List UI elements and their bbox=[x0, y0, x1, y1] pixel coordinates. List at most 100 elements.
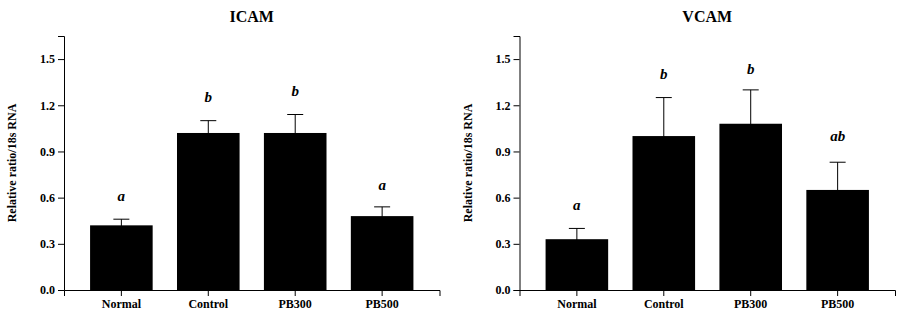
x-tick: PB500 bbox=[821, 290, 854, 311]
marks bbox=[90, 115, 413, 290]
x-tick: Normal bbox=[557, 290, 597, 311]
y-tick-mark bbox=[58, 198, 64, 199]
error-bar-stem bbox=[382, 207, 383, 225]
x-tick: Control bbox=[644, 290, 684, 311]
y-tick: 0.3 bbox=[40, 237, 64, 251]
x-axis: Normal Control PB300 PB500 bbox=[520, 290, 896, 311]
y-axis: 0.0 0.3 0.6 0.9 1.2 1.5 bbox=[40, 37, 65, 298]
y-tick: 0.9 bbox=[40, 145, 64, 159]
error-bar bbox=[743, 90, 759, 158]
y-tick: 0.6 bbox=[496, 191, 520, 205]
y-tick: 0.6 bbox=[40, 191, 64, 205]
y-tick-label: 1.2 bbox=[496, 99, 511, 113]
error-bar-cap bbox=[287, 151, 303, 152]
y-tick-mark bbox=[58, 105, 64, 106]
error-bar bbox=[374, 207, 390, 225]
y-tick-label: 1.2 bbox=[40, 99, 55, 113]
x-tick: Normal bbox=[102, 290, 142, 311]
x-tick-label: PB500 bbox=[821, 297, 854, 311]
error-bar-stem bbox=[750, 90, 751, 158]
error-bar bbox=[656, 98, 672, 175]
bar bbox=[177, 133, 240, 290]
annotation: a bbox=[378, 177, 386, 193]
y-tick: 0.3 bbox=[496, 237, 520, 251]
error-bar-cap bbox=[113, 231, 129, 232]
y-tick-mark bbox=[58, 290, 64, 291]
error-bar bbox=[287, 115, 303, 152]
error-bar bbox=[200, 121, 216, 146]
y-tick-mark bbox=[514, 198, 520, 199]
x-tick: PB500 bbox=[365, 290, 398, 311]
x-axis-line bbox=[65, 291, 441, 297]
error-bar-stem bbox=[208, 121, 209, 146]
annotation: b bbox=[291, 83, 299, 99]
y-axis-title: Relative ratio/18s RNA bbox=[5, 103, 19, 222]
y-tick: 1.2 bbox=[496, 99, 520, 113]
error-bar-stem bbox=[576, 228, 577, 250]
error-bar-cap bbox=[743, 157, 759, 158]
x-tick-mark bbox=[121, 290, 122, 296]
x-tick-mark bbox=[382, 290, 383, 296]
error-bar-cap bbox=[113, 219, 129, 220]
title: ICAM bbox=[230, 8, 274, 25]
bar bbox=[90, 225, 153, 290]
error-bar-cap bbox=[374, 206, 390, 207]
error-bar-cap bbox=[656, 97, 672, 98]
y-tick-label: 0.6 bbox=[40, 191, 55, 205]
error-bar-cap bbox=[374, 225, 390, 226]
plot-area: Normal Control PB300 PB500 0.0 0.3 0.6 0.9 1.2 1.… bbox=[496, 37, 896, 311]
error-bar-cap bbox=[287, 114, 303, 115]
y-tick-mark bbox=[514, 105, 520, 106]
error-bar-cap bbox=[830, 217, 846, 218]
error-bar-cap bbox=[569, 228, 585, 229]
error-bar-cap bbox=[569, 249, 585, 250]
annotation: b bbox=[747, 61, 755, 77]
x-tick-label: PB300 bbox=[279, 297, 312, 311]
plot-area: Normal Control PB300 PB500 0.0 0.3 0.6 0.9 1.2 1.… bbox=[40, 37, 440, 311]
error-bar-stem bbox=[295, 115, 296, 152]
y-tick-mark bbox=[58, 59, 64, 60]
annotation: b bbox=[205, 89, 213, 105]
y-tick: 1.5 bbox=[40, 52, 64, 66]
error-bar-cap bbox=[200, 145, 216, 146]
y-axis: 0.0 0.3 0.6 0.9 1.2 1.5 bbox=[496, 37, 521, 298]
x-tick-label: PB300 bbox=[734, 297, 767, 311]
x-tick-label: PB500 bbox=[365, 297, 398, 311]
y-tick-mark bbox=[514, 290, 520, 291]
error-bar-stem bbox=[121, 219, 122, 231]
y-tick-label: 0.9 bbox=[496, 145, 511, 159]
x-tick-label: Control bbox=[188, 297, 228, 311]
y-tick: 0.9 bbox=[496, 145, 520, 159]
y-tick-label: 0.0 bbox=[40, 283, 55, 297]
x-tick-mark bbox=[295, 290, 296, 296]
annotation: a bbox=[573, 197, 581, 213]
x-tick-label: Normal bbox=[557, 297, 597, 311]
x-axis: Normal Control PB300 PB500 bbox=[65, 290, 441, 311]
y-tick-mark bbox=[514, 151, 520, 152]
y-tick-mark bbox=[514, 244, 520, 245]
marks bbox=[546, 90, 869, 290]
x-axis-line bbox=[520, 291, 896, 297]
x-tick-label: Normal bbox=[102, 297, 142, 311]
error-bar-cap bbox=[830, 162, 846, 163]
x-tick-mark bbox=[576, 290, 577, 296]
error-bar bbox=[830, 162, 846, 217]
error-bar-cap bbox=[200, 120, 216, 121]
bar bbox=[264, 133, 327, 290]
y-tick: 1.2 bbox=[40, 99, 64, 113]
y-tick: 1.5 bbox=[496, 52, 520, 66]
x-tick-label: Control bbox=[644, 297, 684, 311]
annotation: a bbox=[118, 188, 126, 204]
y-tick-label: 0.0 bbox=[496, 283, 511, 297]
x-tick-mark bbox=[663, 290, 664, 296]
y-tick-mark bbox=[514, 59, 520, 60]
chart-svg: Normal Control PB300 PB500 0.0 0.3 0.6 0.9 1.2 1.… bbox=[0, 0, 911, 320]
y-axis-title: Relative ratio/18s RNA bbox=[461, 103, 475, 222]
error-bar-stem bbox=[837, 162, 838, 217]
error-bar bbox=[113, 219, 129, 231]
y-tick: 0.0 bbox=[496, 283, 520, 297]
y-tick-mark bbox=[58, 151, 64, 152]
x-tick-mark bbox=[750, 290, 751, 296]
y-axis-line bbox=[514, 37, 521, 291]
error-bar-cap bbox=[743, 89, 759, 90]
